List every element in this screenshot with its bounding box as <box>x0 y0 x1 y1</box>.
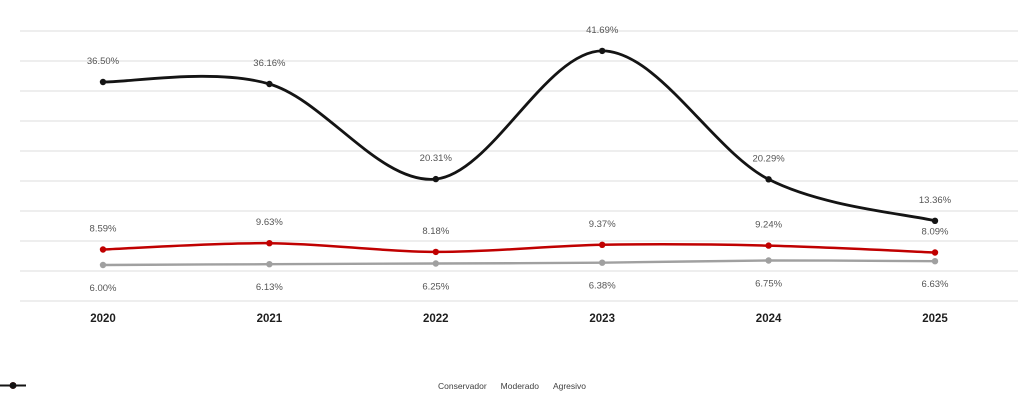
gridlines <box>20 30 1018 302</box>
data-point-agresivo-2025 <box>931 217 939 224</box>
legend-item-moderado: Moderado <box>0 381 539 391</box>
data-label-conservador-2022: 6.25% <box>422 282 449 293</box>
data-label-agresivo-2024: 20.29% <box>752 153 785 164</box>
data-point-moderado-2020 <box>99 246 107 253</box>
data-label-agresivo-2023: 41.69% <box>586 25 619 36</box>
data-point-agresivo-2024 <box>765 176 772 183</box>
series-conservador: 6.00% 6.13% 6.25% 6.38% 6.75% 6.63% <box>90 257 949 294</box>
series-line-conservador <box>101 259 937 267</box>
data-label-moderado-2022: 8.18% <box>422 226 449 237</box>
plot-area: 6.00% 6.13% 6.25% 6.38% 6.75% 6.63% 8.59% 9.63%… <box>20 25 1018 325</box>
legend-item-conservador: Conservador <box>0 381 487 391</box>
data-point-conservador-2022 <box>432 260 439 267</box>
legend-marker-dot <box>9 382 17 389</box>
data-label-moderado-2024: 9.24% <box>755 220 782 231</box>
data-label-conservador-2024: 6.75% <box>755 279 782 290</box>
data-label-agresivo-2025: 13.36% <box>919 195 952 206</box>
legend-label-conservador: Conservador <box>437 381 487 391</box>
data-point-agresivo-2020 <box>99 78 107 86</box>
x-axis-label-2023: 2023 <box>589 313 615 325</box>
data-label-agresivo-2022: 20.31% <box>420 153 453 164</box>
data-label-conservador-2020: 6.00% <box>90 283 117 294</box>
data-label-conservador-2025: 6.63% <box>922 279 949 290</box>
data-point-conservador-2020 <box>99 261 107 269</box>
legend-marker-agresivo-icon <box>0 382 26 389</box>
data-label-moderado-2025: 8.09% <box>922 227 949 238</box>
data-point-conservador-2021 <box>266 261 273 268</box>
data-label-conservador-2021: 6.13% <box>256 282 283 293</box>
data-label-conservador-2023: 6.38% <box>589 281 616 292</box>
data-point-moderado-2021 <box>266 240 273 247</box>
legend-item-agresivo: Agresivo <box>0 381 587 391</box>
legend-label-moderado: Moderado <box>500 381 539 391</box>
data-point-moderado-2023 <box>599 241 606 248</box>
series-agresivo: 36.50% 36.16% 20.31% 41.69% 20.29% 13.36% <box>87 25 952 224</box>
series-line-agresivo <box>101 49 937 223</box>
legend: Conservador Moderado Agresivo <box>0 381 1024 391</box>
series-line-moderado <box>101 241 937 254</box>
data-point-moderado-2022 <box>432 248 439 256</box>
data-point-agresivo-2023 <box>599 47 606 55</box>
x-axis-label-2021: 2021 <box>257 313 283 325</box>
data-point-moderado-2024 <box>765 242 772 249</box>
data-label-agresivo-2021: 36.16% <box>253 58 286 69</box>
data-label-agresivo-2020: 36.50% <box>87 56 120 67</box>
x-axis-label-2024: 2024 <box>756 313 782 325</box>
data-point-agresivo-2021 <box>266 80 273 88</box>
data-point-agresivo-2022 <box>432 175 439 183</box>
data-point-conservador-2023 <box>599 259 606 266</box>
x-axis: 2020 2021 2022 2023 2024 2025 <box>90 313 948 325</box>
data-point-conservador-2024 <box>765 257 772 264</box>
x-axis-label-2020: 2020 <box>90 313 116 325</box>
x-axis-label-2022: 2022 <box>423 313 449 325</box>
data-point-moderado-2025 <box>931 249 939 256</box>
series-moderado: 8.59% 9.63% 8.18% 9.37% 9.24% 8.09% <box>90 217 949 256</box>
data-label-moderado-2021: 9.63% <box>256 217 283 228</box>
x-axis-label-2025: 2025 <box>922 313 948 325</box>
data-point-conservador-2025 <box>931 258 939 265</box>
data-label-moderado-2020: 8.59% <box>90 224 117 235</box>
data-label-moderado-2023: 9.37% <box>589 219 616 230</box>
legend-label-agresivo: Agresivo <box>552 381 587 391</box>
